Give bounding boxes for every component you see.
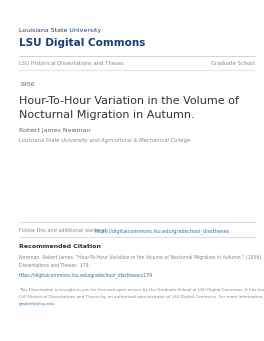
Text: Louisiana State University and Agricultural & Mechanical College: Louisiana State University and Agricultu… bbox=[19, 138, 190, 143]
Text: Louisiana State University: Louisiana State University bbox=[19, 28, 101, 33]
Text: LSU Digital Commons: LSU Digital Commons bbox=[19, 38, 145, 48]
Text: LSU Historical Dissertations and Theses by an authorized administrator of LSU Di: LSU Historical Dissertations and Theses … bbox=[19, 295, 264, 299]
Text: Newman, Robert James, "Hour-To-Hour Variation in the Volume of Nocturnal Migrati: Newman, Robert James, "Hour-To-Hour Vari… bbox=[19, 255, 264, 260]
Text: Nocturnal Migration in Autumn.: Nocturnal Migration in Autumn. bbox=[19, 110, 195, 120]
Text: LSU Historical Dissertations and Theses: LSU Historical Dissertations and Theses bbox=[19, 61, 124, 66]
Text: This Dissertation is brought to you for free and open access by the Graduate Sch: This Dissertation is brought to you for … bbox=[19, 288, 264, 292]
Text: https://digitalcommons.lsu.edu/gradschool_disstheses/179: https://digitalcommons.lsu.edu/gradschoo… bbox=[19, 272, 153, 278]
Text: Hour-To-Hour Variation in the Volume of: Hour-To-Hour Variation in the Volume of bbox=[19, 96, 239, 106]
Text: https://digitalcommons.lsu.edu/gradschool_disstheses: https://digitalcommons.lsu.edu/gradschoo… bbox=[95, 228, 230, 234]
Text: Recommended Citation: Recommended Citation bbox=[19, 244, 101, 249]
Text: Robert James Newman: Robert James Newman bbox=[19, 128, 91, 133]
Text: Dissertations and Theses. 179.: Dissertations and Theses. 179. bbox=[19, 263, 90, 268]
Text: gradinfo@lsu.edu: gradinfo@lsu.edu bbox=[19, 302, 55, 306]
Text: Follow this and additional works at:: Follow this and additional works at: bbox=[19, 228, 110, 233]
Text: Graduate School: Graduate School bbox=[211, 61, 255, 66]
Text: 1956: 1956 bbox=[19, 82, 35, 87]
